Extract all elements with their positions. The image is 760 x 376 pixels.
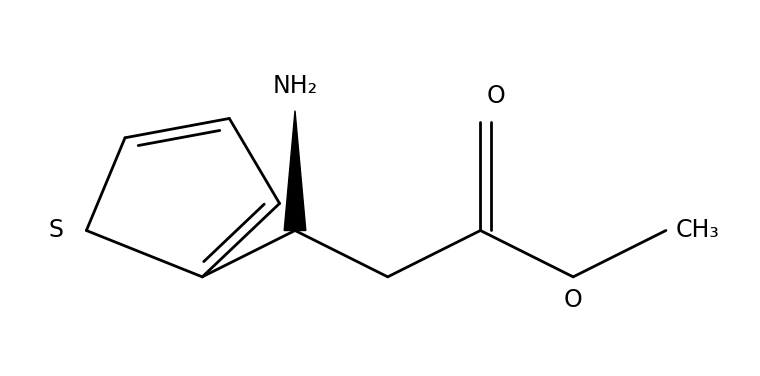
Text: O: O (486, 85, 505, 108)
Text: NH₂: NH₂ (272, 74, 318, 98)
Text: S: S (48, 218, 63, 243)
Polygon shape (284, 111, 306, 230)
Text: O: O (564, 288, 583, 312)
Text: CH₃: CH₃ (675, 218, 719, 243)
